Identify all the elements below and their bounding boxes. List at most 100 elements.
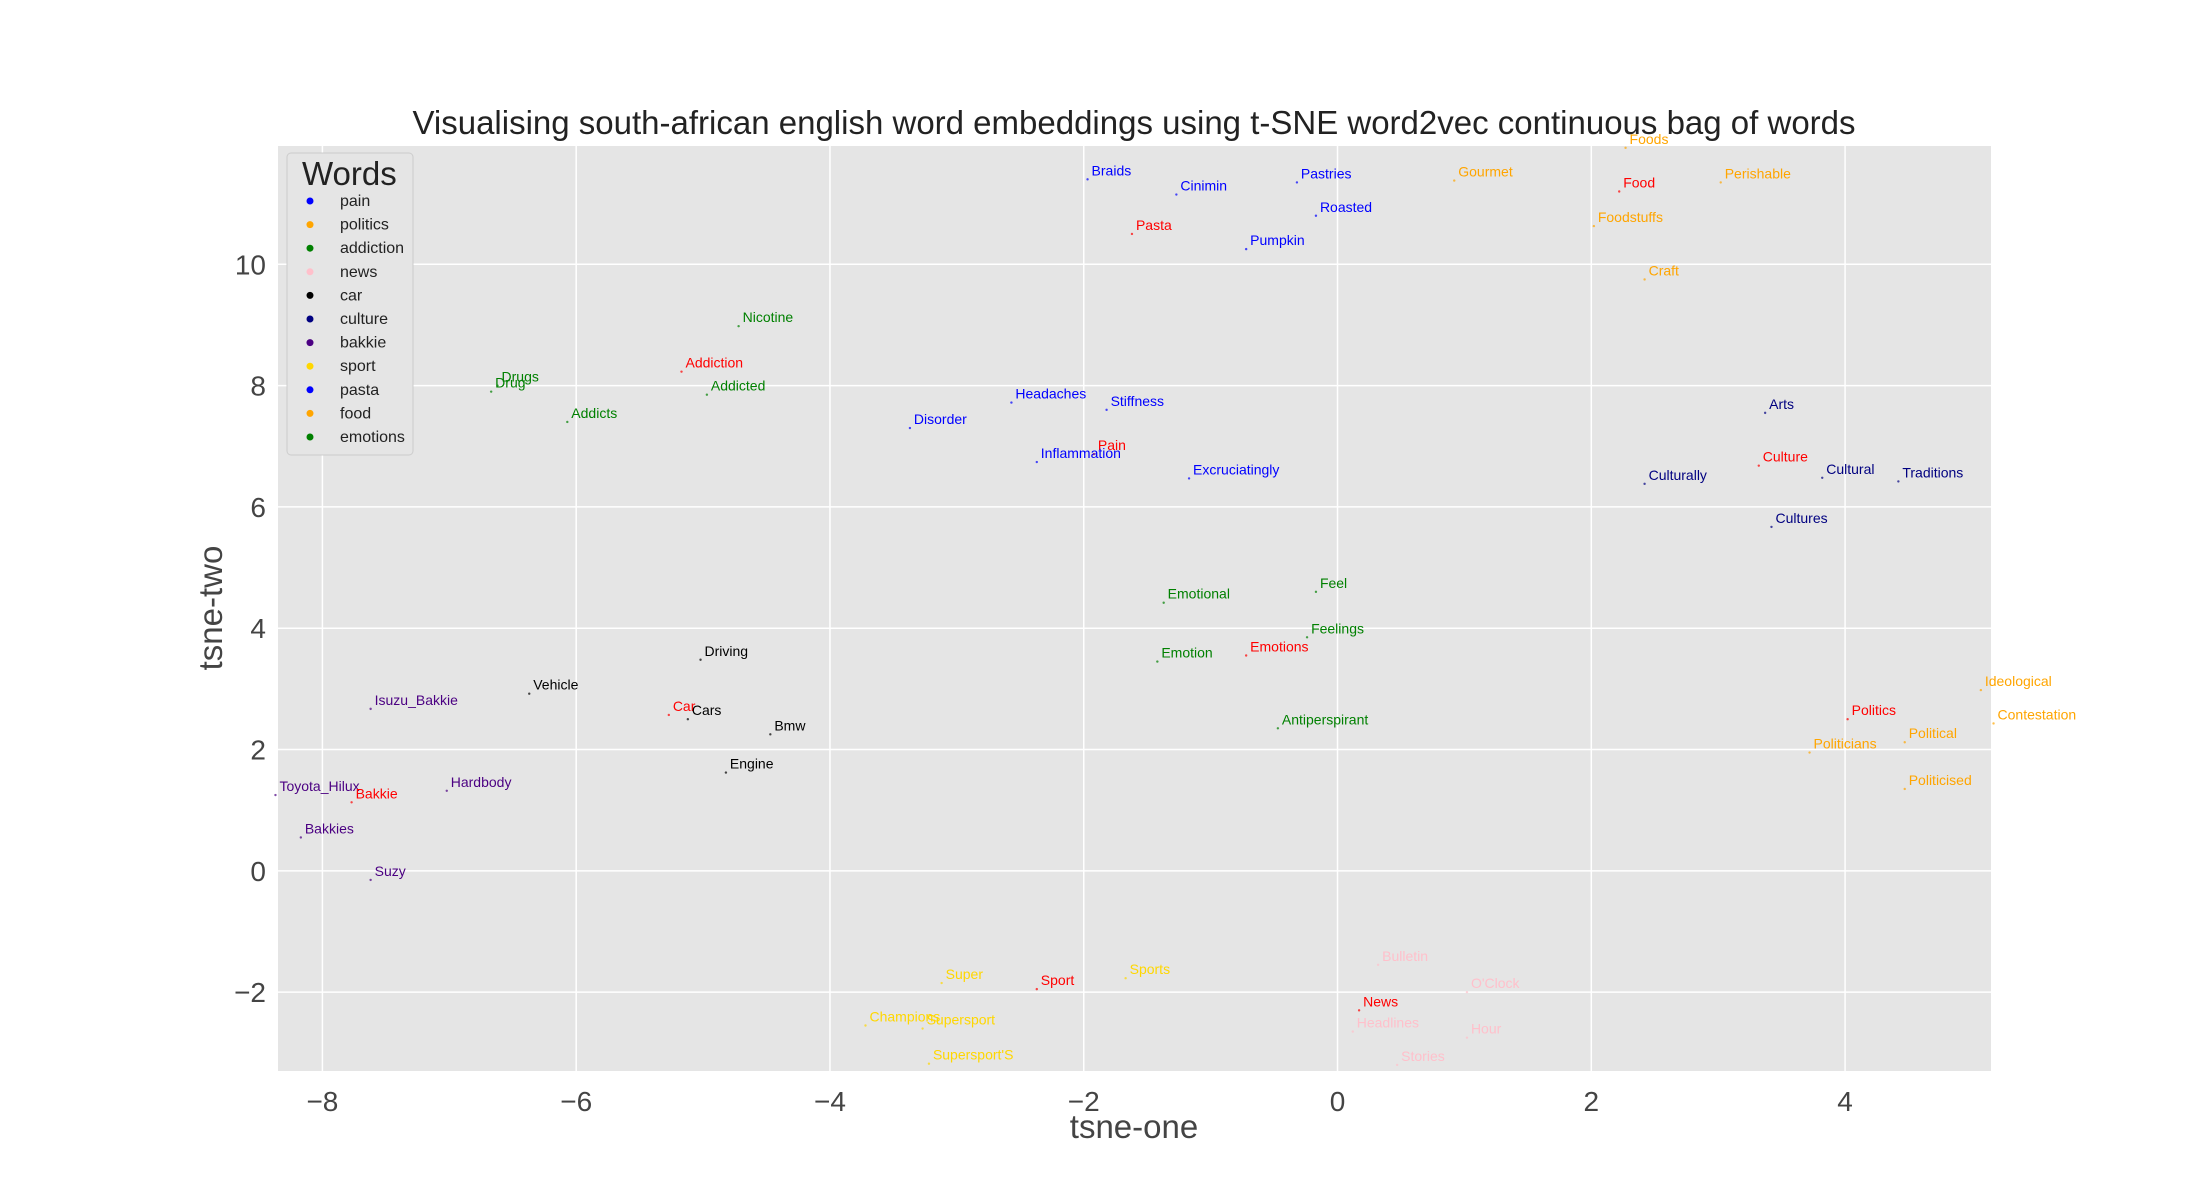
- point-label: Politics: [1852, 702, 1896, 718]
- scatter-point: [680, 370, 683, 373]
- point-label: Drugs: [502, 369, 539, 385]
- scatter-point: [1465, 1036, 1469, 1039]
- point-label: Sport: [1041, 972, 1075, 988]
- scatter-point: [1979, 688, 1983, 692]
- scatter-point: [1156, 660, 1159, 663]
- point-label: Pain: [1098, 437, 1126, 453]
- scatter-point: [1757, 464, 1760, 467]
- legend-marker: [306, 244, 314, 252]
- x-tick-label: −6: [560, 1086, 592, 1117]
- legend-entry-label: politics: [340, 217, 389, 234]
- x-tick-label: −2: [1068, 1086, 1100, 1117]
- x-tick-label: 2: [1584, 1086, 1600, 1117]
- scatter-point: [1162, 601, 1165, 604]
- point-label: Hardbody: [451, 774, 512, 790]
- point-label: Isuzu_Bakkie: [375, 692, 458, 708]
- point-label: Culture: [1763, 449, 1808, 465]
- scatter-point: [1808, 751, 1811, 754]
- point-label: Roasted: [1320, 199, 1372, 215]
- scatter-point: [1624, 146, 1627, 150]
- y-tick-label: 10: [235, 249, 266, 280]
- y-tick-label: 2: [250, 735, 266, 766]
- point-label: Political: [1909, 725, 1957, 741]
- plot-area: [278, 146, 1991, 1071]
- scatter-point: [1124, 976, 1127, 980]
- scatter-point: [1244, 654, 1248, 657]
- point-label: Feel: [1320, 575, 1347, 591]
- scatter-point: [1770, 525, 1773, 529]
- point-label: Car: [673, 698, 696, 714]
- legend-marker: [306, 268, 314, 276]
- scatter-point: [1314, 214, 1318, 217]
- legend-entry-label: food: [340, 405, 371, 422]
- scatter-point: [1643, 482, 1646, 486]
- scatter-point: [737, 324, 740, 328]
- point-label: Pasta: [1136, 217, 1172, 233]
- scatter-point: [445, 789, 448, 792]
- legend-entry-label: emotions: [340, 429, 405, 446]
- point-label: Contestation: [1998, 706, 2077, 722]
- point-label: Bulletin: [1382, 948, 1428, 964]
- point-label: Addicted: [711, 378, 765, 394]
- x-axis-label: tsne-one: [1070, 1108, 1198, 1145]
- scatter-point: [927, 1062, 931, 1065]
- scatter-point: [489, 390, 493, 393]
- legend-box: [286, 152, 414, 456]
- point-label: Disorder: [914, 411, 967, 427]
- point-label: Driving: [705, 643, 749, 659]
- scatter-point: [1643, 278, 1646, 281]
- scatter-point: [705, 393, 709, 396]
- point-label: Foodstuffs: [1598, 209, 1663, 225]
- point-label: Inflammation: [1041, 445, 1121, 461]
- scatter-point: [699, 658, 702, 661]
- point-label: Bmw: [774, 717, 806, 733]
- x-tick-label: −4: [814, 1086, 846, 1117]
- point-label: Headlines: [1357, 1015, 1419, 1031]
- point-label: Perishable: [1725, 165, 1791, 181]
- scatter-point: [1314, 590, 1318, 594]
- legend-entry-label: sport: [340, 358, 376, 375]
- point-label: Supersport: [927, 1012, 996, 1028]
- scatter-point: [350, 801, 353, 804]
- chart-title: Visualising south-african english word e…: [412, 104, 1855, 141]
- point-label: O'Clock: [1471, 975, 1521, 991]
- scatter-point: [1244, 247, 1248, 251]
- point-label: Addicts: [571, 405, 617, 421]
- point-label: Supersport'S: [933, 1047, 1014, 1063]
- point-label: Champions: [869, 1009, 940, 1025]
- scatter-point: [1376, 963, 1380, 967]
- legend-marker: [306, 197, 314, 205]
- grid-lines: [278, 146, 1991, 1071]
- point-label: Emotions: [1250, 639, 1308, 655]
- y-tick-label: 0: [250, 856, 266, 887]
- point-label: Super: [946, 966, 984, 982]
- point-label: Stories: [1401, 1048, 1445, 1064]
- scatter-point: [1357, 1009, 1361, 1012]
- scatter-point: [686, 717, 690, 721]
- x-tick-labels: −8 −6 −4 −2 0 2 4: [306, 1086, 1852, 1117]
- point-label: Bakkies: [305, 820, 354, 836]
- legend-marker: [306, 409, 314, 417]
- scatter-point: [1305, 636, 1309, 639]
- y-tick-labels: −2 0 2 4 6 8 10: [234, 249, 266, 1008]
- legend-marker: [306, 221, 314, 229]
- legend-marker: [306, 315, 314, 323]
- point-label: Pumpkin: [1250, 232, 1304, 248]
- scatter-point: [864, 1024, 867, 1027]
- scatter-point: [769, 733, 772, 736]
- point-label: Suzy: [375, 863, 406, 879]
- data-points: [274, 146, 1995, 1067]
- point-label: News: [1363, 993, 1398, 1009]
- point-label: Feelings: [1311, 620, 1364, 636]
- scatter-point: [1903, 741, 1906, 744]
- point-label: Drug: [495, 375, 525, 391]
- point-label: Cars: [692, 702, 722, 718]
- point-label: Emotion: [1161, 645, 1212, 661]
- scatter-point: [1010, 401, 1013, 404]
- x-tick-label: 0: [1330, 1086, 1346, 1117]
- scatter-point: [1175, 193, 1178, 196]
- legend-marker: [306, 433, 314, 441]
- scatter-point: [940, 981, 943, 985]
